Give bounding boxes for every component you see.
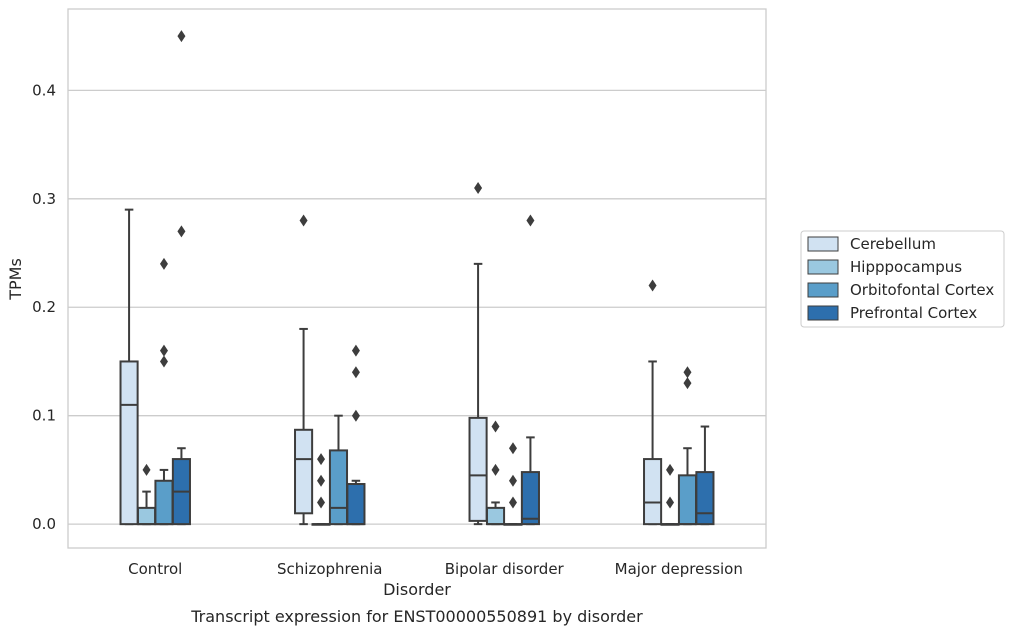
x-tick-label: Schizophrenia bbox=[277, 560, 382, 578]
box-3-3 bbox=[695, 425, 715, 526]
outlier-point bbox=[666, 463, 675, 476]
outlier-point bbox=[177, 225, 186, 238]
x-tick-labels: Control Schizophrenia Bipolar disorder Majo… bbox=[128, 560, 743, 578]
box-body bbox=[119, 360, 139, 526]
box-body bbox=[154, 479, 174, 526]
outlier-point bbox=[317, 453, 326, 466]
outlier-point bbox=[683, 377, 692, 390]
y-tick-label: 0.0 bbox=[32, 515, 56, 533]
box-body bbox=[695, 471, 715, 526]
box-body bbox=[485, 506, 506, 526]
legend-swatch bbox=[807, 236, 839, 252]
outlier-point bbox=[299, 214, 308, 227]
box-body bbox=[468, 416, 488, 522]
legend-entry-label: Hipppocampus bbox=[850, 258, 962, 276]
box-1-1 bbox=[311, 453, 331, 526]
box-body bbox=[294, 428, 314, 515]
y-tick-label: 0.2 bbox=[32, 298, 56, 316]
legend-swatch bbox=[807, 259, 839, 275]
legend-frame bbox=[800, 230, 1005, 328]
box-body bbox=[346, 483, 366, 526]
x-tick-label: Bipolar disorder bbox=[445, 560, 565, 578]
box-body bbox=[677, 474, 698, 526]
box-2-0 bbox=[468, 181, 488, 526]
box-2-3 bbox=[520, 214, 540, 526]
outlier-point bbox=[317, 496, 326, 509]
box-0-0 bbox=[119, 208, 139, 526]
legend-entry-label: Prefrontal Cortex bbox=[850, 304, 977, 322]
outlier-point bbox=[648, 279, 657, 292]
outlier-point bbox=[351, 409, 360, 422]
box-1-0 bbox=[294, 214, 314, 526]
box-2-1 bbox=[485, 420, 506, 526]
outlier-point bbox=[177, 30, 186, 43]
outlier-point bbox=[683, 366, 692, 379]
box-2-2 bbox=[503, 442, 523, 526]
y-tick-label: 0.1 bbox=[32, 407, 56, 425]
x-axis-label: Disorder bbox=[383, 580, 451, 599]
box-1-3 bbox=[346, 344, 366, 526]
box-3-0 bbox=[643, 279, 663, 526]
outlier-point bbox=[351, 366, 360, 379]
legend-swatch bbox=[807, 305, 839, 321]
outlier-point bbox=[159, 355, 168, 368]
x-tick-label: Major depression bbox=[615, 560, 743, 578]
boxes bbox=[119, 30, 715, 526]
outlier-point bbox=[159, 257, 168, 270]
y-axis-label: TPMs bbox=[6, 258, 25, 301]
box-body bbox=[643, 458, 663, 526]
box-3-1 bbox=[660, 463, 680, 526]
legend-entry-label: Cerebellum bbox=[850, 235, 936, 253]
y-tick-labels: 0.0 0.1 0.2 0.3 0.4 bbox=[32, 81, 56, 533]
outlier-point bbox=[508, 496, 517, 509]
outlier-point bbox=[508, 442, 517, 455]
box-0-3 bbox=[171, 30, 191, 526]
outlier-point bbox=[317, 474, 326, 487]
box-body bbox=[136, 506, 157, 526]
outlier-point bbox=[142, 463, 151, 476]
outlier-point bbox=[526, 214, 535, 227]
outlier-point bbox=[474, 181, 483, 194]
y-tick-label: 0.3 bbox=[32, 190, 56, 208]
outlier-point bbox=[508, 474, 517, 487]
box-body bbox=[520, 471, 540, 526]
outlier-point bbox=[159, 344, 168, 357]
legend-entry-label: Orbitofontal Cortex bbox=[850, 281, 994, 299]
legend: Cerebellum Hipppocampus Orbitofontal Corte… bbox=[800, 230, 1005, 328]
outlier-point bbox=[351, 344, 360, 357]
legend-swatch bbox=[807, 282, 839, 298]
outlier-point bbox=[491, 420, 500, 433]
outlier-point bbox=[666, 496, 675, 509]
y-tick-label: 0.4 bbox=[32, 81, 56, 99]
box-body bbox=[328, 449, 349, 526]
box-3-2 bbox=[677, 366, 698, 526]
x-tick-label: Control bbox=[128, 560, 182, 578]
chart-caption: Transcript expression for ENST0000055089… bbox=[190, 607, 643, 626]
outlier-point bbox=[491, 463, 500, 476]
